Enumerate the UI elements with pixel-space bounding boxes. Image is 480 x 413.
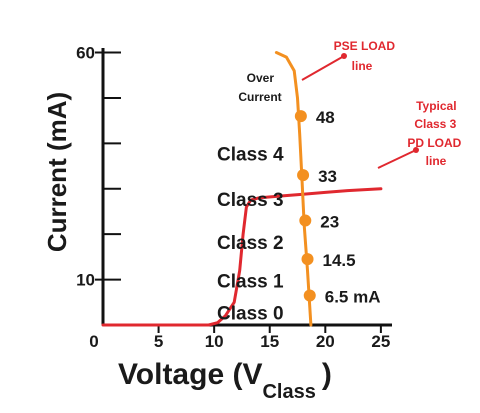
class-label-1: Class 1 <box>217 272 284 293</box>
x-tick-label-20: 20 <box>316 332 335 351</box>
class-label-4: Class 4 <box>217 144 284 165</box>
pd-load-line-1: Typical <box>416 99 456 113</box>
over-current-line-2: Current <box>238 90 281 104</box>
x-axis-title: Voltage (VClass) <box>118 358 332 403</box>
point-labels: 6.5 mA 14.5 23 33 48 <box>316 108 381 306</box>
pd-load-line <box>101 187 383 327</box>
operating-point-3 <box>297 169 310 182</box>
pse-pointer-line <box>301 55 345 81</box>
x-axis-title-close: ) <box>322 358 332 391</box>
class-labels: Class 0 Class 1 Class 2 Class 3 Class 4 <box>217 144 284 324</box>
x-axis-title-main: Voltage (V <box>118 358 262 391</box>
pd-pointer-line <box>377 149 417 169</box>
operating-point-label-2: 23 <box>320 213 339 232</box>
operating-point-1 <box>301 253 314 266</box>
operating-point-4 <box>294 110 307 123</box>
y-tick-label-60: 60 <box>76 44 95 63</box>
operating-point-2 <box>299 214 312 227</box>
over-current-annotation: Over Current <box>238 71 281 104</box>
pse-load-line-1: PSE LOAD <box>334 39 396 53</box>
x-tick-label-15: 15 <box>260 332 279 351</box>
class-label-2: Class 2 <box>217 233 284 254</box>
pd-load-annotation: Typical Class 3 PD LOAD line <box>407 99 464 168</box>
x-tick-label-25: 25 <box>371 332 390 351</box>
operating-point-0 <box>303 289 316 302</box>
operating-point-label-4: 48 <box>316 108 335 127</box>
over-current-line-1: Over <box>247 71 275 85</box>
x-tick-label-10: 10 <box>205 332 224 351</box>
y-axis-title: Current (mA) <box>42 92 72 252</box>
pse-pointer-dot <box>341 53 347 59</box>
class-label-3: Class 3 <box>217 190 284 211</box>
pse-load-annotation: PSE LOAD line <box>334 39 399 73</box>
marks-layer <box>294 110 316 302</box>
operating-point-label-3: 33 <box>318 167 337 186</box>
operating-point-label-0: 6.5 mA <box>325 287 381 306</box>
pse-load-line-2: line <box>352 59 373 73</box>
x-tick-label-5: 5 <box>154 332 163 351</box>
operating-point-label-1: 14.5 <box>323 251 356 270</box>
y-tick-label-10: 10 <box>76 271 95 290</box>
pd-pointer-dot <box>413 147 419 153</box>
x-axis-title-sub: Class <box>262 381 315 403</box>
x-tick-label-0: 0 <box>89 332 98 351</box>
pd-load-line-3: PD LOAD <box>407 136 461 150</box>
pd-load-line-4: line <box>426 154 447 168</box>
pd-load-line-2: Class 3 <box>414 117 456 131</box>
class-label-0: Class 0 <box>217 303 284 324</box>
